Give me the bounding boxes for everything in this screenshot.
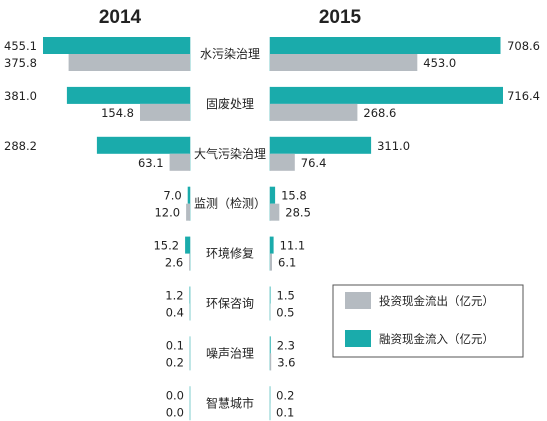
category-label: 水污染治理 bbox=[200, 46, 260, 61]
legend-label-inflow: 融资现金流入（亿元） bbox=[379, 332, 494, 346]
bar-2014-inflow bbox=[96, 136, 190, 154]
value-2014-outflow: 2.6 bbox=[165, 256, 183, 270]
value-2015-outflow: 6.1 bbox=[278, 256, 296, 270]
category-label: 大气污染治理 bbox=[194, 146, 266, 161]
bar-2015-outflow bbox=[270, 153, 295, 171]
value-2014-inflow: 455.1 bbox=[4, 39, 37, 53]
value-2015-outflow: 28.5 bbox=[285, 206, 311, 220]
bar-2015-inflow bbox=[270, 336, 271, 354]
value-2015-outflow: 0.1 bbox=[276, 405, 294, 419]
bar-2014-outflow bbox=[169, 153, 190, 171]
category-label: 环保咨询 bbox=[206, 296, 254, 311]
bar-2014-outflow bbox=[68, 54, 190, 71]
value-2015-inflow: 11.1 bbox=[280, 239, 306, 253]
value-2014-outflow: 12.0 bbox=[154, 206, 180, 220]
legend-label-outflow: 投资现金流出（亿元） bbox=[379, 294, 494, 308]
value-2015-outflow: 0.5 bbox=[276, 306, 294, 320]
bar-2015-inflow bbox=[270, 86, 503, 104]
value-2014-outflow: 0.0 bbox=[166, 405, 184, 419]
legend: 投资现金流出（亿元） 融资现金流入（亿元） bbox=[332, 284, 524, 358]
value-2014-inflow: 0.0 bbox=[166, 388, 184, 402]
category-label: 智慧城市 bbox=[206, 395, 254, 410]
bar-2015-inflow bbox=[270, 236, 274, 254]
value-2015-inflow: 716.4 bbox=[507, 89, 540, 103]
bar-2014-outflow bbox=[186, 203, 190, 221]
value-2014-inflow: 15.2 bbox=[153, 239, 179, 253]
bar-2015-inflow bbox=[270, 186, 276, 204]
year-2015-label: 2015 bbox=[319, 7, 362, 28]
value-2015-inflow: 0.2 bbox=[276, 388, 294, 402]
value-2014-inflow: 381.0 bbox=[4, 89, 37, 103]
bars-group: 455.1 375.8 708.6 453.0 水污染治理 381.0 154.8 716.4… bbox=[4, 37, 540, 421]
bar-2014-inflow bbox=[43, 37, 190, 54]
bar-2014-inflow bbox=[66, 86, 190, 104]
bar-2015-outflow bbox=[270, 353, 272, 371]
value-2014-outflow: 375.8 bbox=[4, 56, 37, 70]
year-2014-label: 2014 bbox=[99, 7, 142, 28]
bar-2015-inflow bbox=[270, 136, 372, 154]
value-2015-inflow: 1.5 bbox=[277, 289, 295, 303]
value-2015-outflow: 76.4 bbox=[301, 156, 327, 170]
value-2014-outflow: 0.2 bbox=[166, 355, 184, 369]
value-2015-outflow: 3.6 bbox=[277, 355, 295, 369]
value-2015-outflow: 268.6 bbox=[363, 106, 396, 120]
bar-2015-inflow bbox=[270, 286, 271, 304]
bar-2014-outflow bbox=[189, 253, 190, 271]
value-2015-inflow: 2.3 bbox=[277, 338, 295, 352]
value-2014-inflow: 1.2 bbox=[165, 289, 183, 303]
category-label: 噪声治理 bbox=[206, 346, 254, 360]
bar-2014-inflow bbox=[185, 236, 190, 254]
value-2014-inflow: 7.0 bbox=[163, 189, 181, 203]
value-2014-outflow: 154.8 bbox=[101, 106, 134, 120]
value-2015-inflow: 708.6 bbox=[507, 39, 540, 53]
category-label: 环境修复 bbox=[206, 246, 254, 261]
category-label: 固废处理 bbox=[206, 96, 254, 111]
category-label: 监测（检测） bbox=[194, 196, 266, 211]
value-2014-outflow: 0.4 bbox=[166, 306, 184, 320]
bar-2015-outflow bbox=[270, 103, 358, 121]
bar-2015-outflow bbox=[270, 54, 418, 71]
value-2015-inflow: 311.0 bbox=[377, 139, 410, 153]
bar-2014-inflow bbox=[187, 186, 190, 204]
value-2014-outflow: 63.1 bbox=[138, 156, 164, 170]
legend-swatch-outflow bbox=[345, 292, 371, 309]
bar-2014-outflow bbox=[140, 103, 190, 121]
bar-2015-outflow bbox=[270, 203, 280, 221]
value-2014-inflow: 288.2 bbox=[4, 139, 37, 153]
bar-2015-inflow bbox=[270, 37, 501, 54]
bar-2015-outflow bbox=[270, 253, 272, 271]
value-2014-inflow: 0.1 bbox=[166, 338, 184, 352]
legend-swatch-inflow bbox=[345, 330, 371, 347]
value-2015-outflow: 453.0 bbox=[423, 56, 456, 70]
value-2015-inflow: 15.8 bbox=[281, 189, 307, 203]
